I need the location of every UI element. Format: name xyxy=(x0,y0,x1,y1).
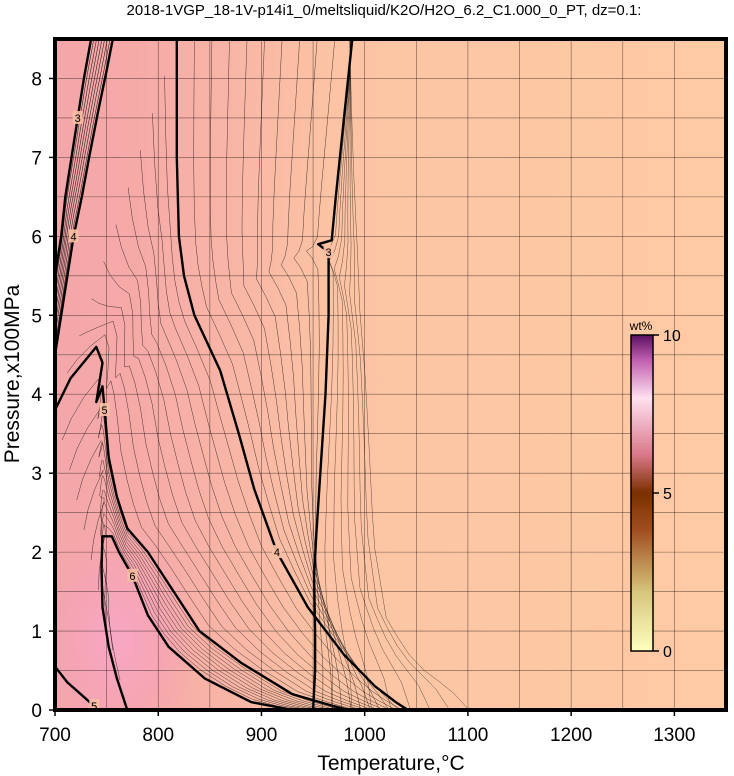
fine-contour xyxy=(305,39,336,710)
y-tick-label: 3 xyxy=(31,464,42,485)
chart-title: 2018-1VGP_18-1V-p14i1_0/meltsliquid/K2O/… xyxy=(127,2,642,19)
y-tick-label: 1 xyxy=(31,622,42,643)
y-tick-label: 8 xyxy=(31,69,42,90)
contour-label: 4 xyxy=(68,229,79,243)
fine-contour xyxy=(55,39,100,306)
fine-contour xyxy=(339,39,392,710)
fine-contour xyxy=(83,460,327,710)
colorbar-tick-label: 5 xyxy=(663,486,672,503)
contour-label: 4 xyxy=(271,545,282,559)
fine-contour xyxy=(100,512,304,710)
fine-contour xyxy=(55,39,108,336)
x-tick-label: 1100 xyxy=(447,725,488,746)
contour-label-text: 3 xyxy=(325,247,331,259)
fine-contour xyxy=(79,320,362,710)
x-tick-label: 900 xyxy=(246,725,278,746)
y-tick-label: 7 xyxy=(31,148,42,169)
contour-label-text: 3 xyxy=(75,113,81,125)
contour-label-text: 4 xyxy=(274,547,280,559)
contour-label-text: 4 xyxy=(71,231,77,243)
grid xyxy=(55,39,726,710)
fine-contour xyxy=(328,39,353,710)
colorbar: wt% 0 5 10 xyxy=(629,319,681,661)
labeled-contours: 3 4 5 6 5 4 3 xyxy=(55,39,409,713)
y-tick-label: 2 xyxy=(31,543,42,564)
contour-line-3 xyxy=(311,39,354,710)
x-tick-label: 1200 xyxy=(550,725,592,746)
x-tick-label: 1000 xyxy=(344,725,386,746)
contour-label-text: 5 xyxy=(101,405,107,417)
y-tick-label: 0 xyxy=(31,701,42,722)
colorbar-label: wt% xyxy=(629,319,653,333)
fine-contour xyxy=(127,187,385,710)
colorbar-tick-label: 0 xyxy=(663,644,672,661)
fine-contour xyxy=(100,501,310,710)
x-axis-label: Temperature,°C xyxy=(317,752,464,775)
high-concentration-region xyxy=(55,520,200,710)
fine-contour xyxy=(55,39,95,286)
contour-line-5 xyxy=(55,345,350,710)
fine-contour xyxy=(98,490,316,710)
colorbar-gradient xyxy=(630,334,654,652)
contour-line-6 xyxy=(100,535,293,710)
contour-label: 3 xyxy=(323,245,334,259)
fine-contour xyxy=(91,298,367,710)
fine-contour xyxy=(323,39,353,710)
x-tick-label: 800 xyxy=(142,725,174,746)
fine-contours xyxy=(55,39,470,710)
x-axis: 700 800 900 1000 1100 1200 1300 xyxy=(39,710,696,746)
fine-contour xyxy=(349,39,450,710)
y-axis-label: Pressure,x100MPa xyxy=(1,284,24,463)
contour-label: 6 xyxy=(127,568,138,583)
fine-contour xyxy=(293,39,333,710)
contour-label-text: 5 xyxy=(91,701,97,713)
contour-label: 3 xyxy=(72,110,83,125)
x-tick-label: 1300 xyxy=(653,725,695,746)
contour-label: 5 xyxy=(89,699,100,713)
fine-contour xyxy=(152,113,397,710)
contour-line-4 xyxy=(55,39,114,355)
fine-contour xyxy=(164,76,403,710)
fine-contour xyxy=(55,39,103,316)
fine-contour xyxy=(90,474,321,710)
fine-contour xyxy=(55,39,97,296)
contour-label-text: 6 xyxy=(129,571,135,583)
plot-frame xyxy=(53,37,728,712)
fine-contour xyxy=(349,39,470,710)
y-tick-label: 4 xyxy=(31,385,42,406)
fine-contour xyxy=(76,440,333,710)
x-tick-label: 700 xyxy=(39,725,71,746)
fine-contour xyxy=(241,39,371,710)
fine-contour xyxy=(55,39,105,326)
fine-contour xyxy=(66,334,356,710)
fine-contour xyxy=(101,524,299,710)
fine-contour xyxy=(55,39,111,345)
fine-contour xyxy=(344,39,411,710)
contour-label: 5 xyxy=(99,403,110,417)
y-tick-label: 5 xyxy=(31,306,42,327)
y-axis: 0 1 2 3 4 5 6 7 8 xyxy=(31,69,55,722)
contour-line-3 xyxy=(55,39,93,276)
y-tick-label: 6 xyxy=(31,227,42,248)
fine-contour xyxy=(103,261,373,710)
contour-line-4 xyxy=(175,39,409,710)
colorbar-tick-label: 10 xyxy=(663,328,681,345)
